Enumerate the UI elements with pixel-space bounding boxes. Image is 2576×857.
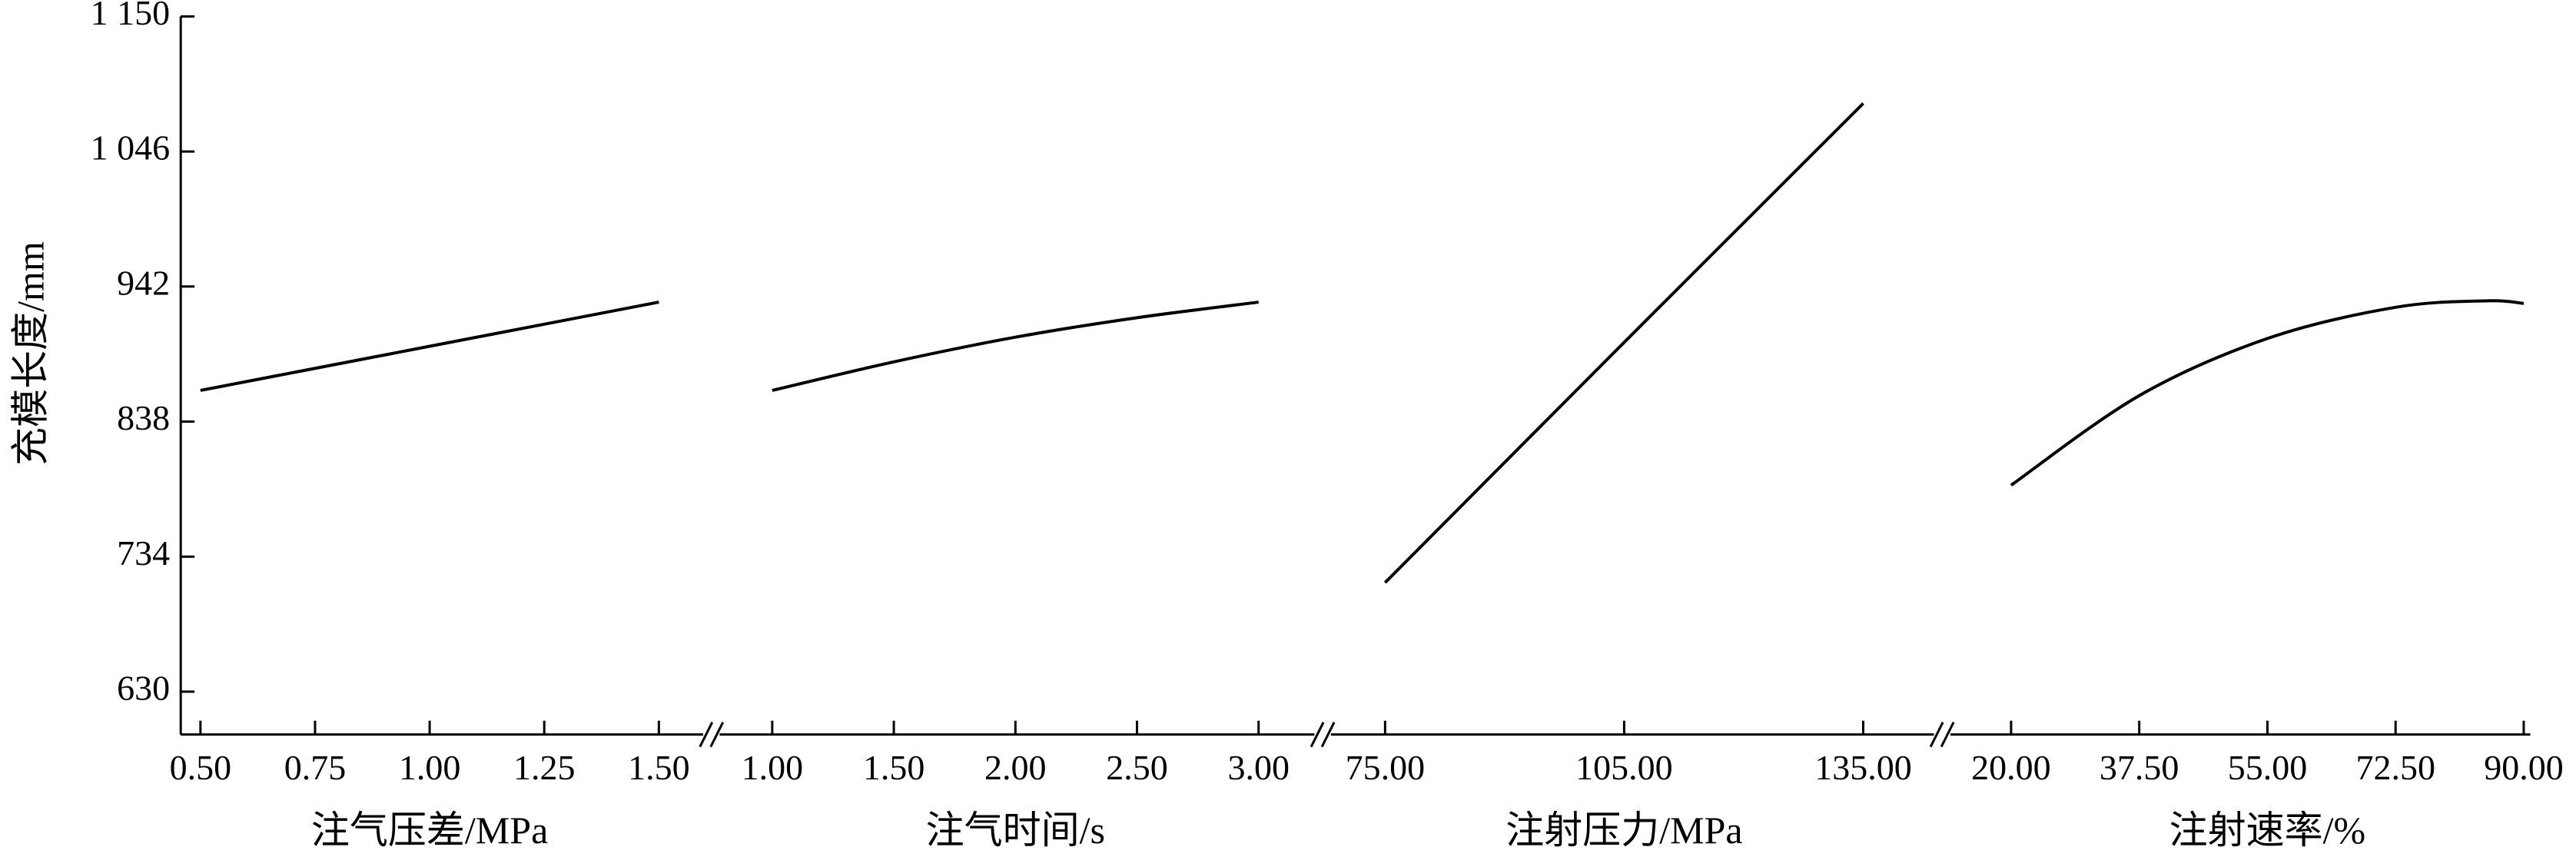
x-tick-label: 3.00	[1227, 748, 1290, 787]
line	[1383, 102, 1864, 584]
x-tick-label: 135.00	[1814, 748, 1912, 787]
line	[772, 301, 1259, 392]
line	[2010, 299, 2525, 487]
axis-break	[699, 722, 714, 748]
y-tick-label: 1 150	[91, 0, 171, 32]
axis-break	[1310, 722, 1325, 748]
x-tick-label: 1.00	[399, 748, 461, 787]
x-axis-label: 注气时间/s	[926, 809, 1105, 852]
x-tick-label: 1.50	[863, 748, 925, 787]
x-tick-label: 0.50	[170, 748, 232, 787]
x-tick-label: 55.00	[2228, 748, 2308, 787]
x-axis-label: 注气压差/MPa	[311, 809, 548, 852]
x-tick-label: 72.50	[2355, 748, 2435, 787]
y-tick-label: 630	[117, 668, 170, 707]
axis-break	[709, 722, 725, 748]
x-axis-label: 注射速率/%	[2169, 809, 2366, 852]
y-tick-label: 838	[117, 398, 170, 437]
x-tick-label: 20.00	[1971, 748, 2051, 787]
x-tick-label: 1.50	[628, 748, 690, 787]
x-tick-label: 75.00	[1346, 748, 1426, 787]
axis-break	[1929, 722, 1944, 748]
y-tick-label: 1 046	[91, 128, 171, 168]
x-tick-label: 37.50	[2100, 748, 2179, 787]
x-tick-label: 90.00	[2484, 748, 2564, 787]
x-axis-label: 注射压力/MPa	[1505, 809, 1742, 852]
y-tick-label: 734	[117, 533, 170, 573]
y-tick-label: 942	[117, 263, 170, 302]
x-tick-label: 105.00	[1575, 748, 1673, 787]
axis-break	[1320, 722, 1336, 748]
line	[200, 301, 659, 392]
axis-break	[1940, 722, 1955, 748]
x-tick-label: 1.00	[742, 748, 804, 787]
x-tick-label: 1.25	[513, 748, 576, 787]
y-axis-label: 充模长度/mm	[8, 241, 51, 466]
x-tick-label: 0.75	[284, 748, 347, 787]
x-tick-label: 2.50	[1106, 748, 1168, 787]
x-tick-label: 2.00	[984, 748, 1047, 787]
